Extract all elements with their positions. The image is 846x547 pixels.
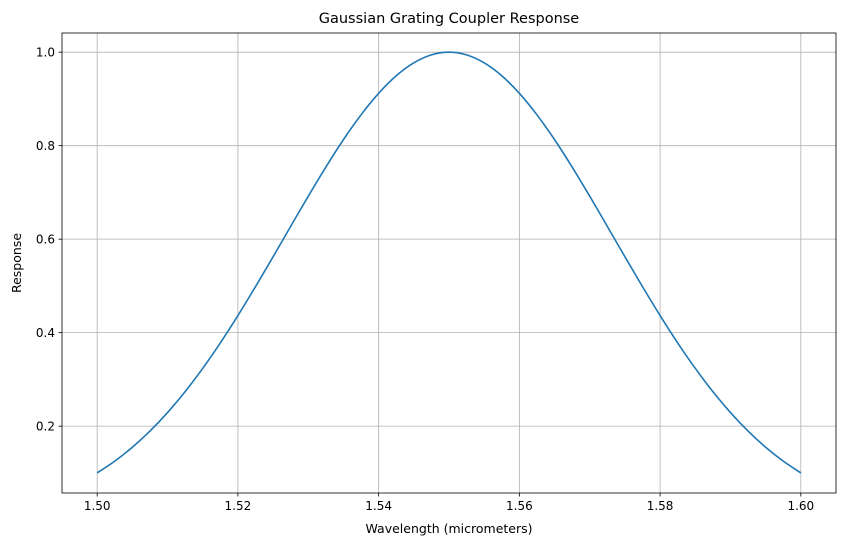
x-axis-label: Wavelength (micrometers): [365, 521, 532, 536]
y-tick-label: 0.6: [36, 233, 55, 247]
x-tick-label: 1.50: [84, 499, 111, 513]
y-axis: 0.2 0.4 0.6 0.8 1.0: [36, 46, 62, 434]
x-tick-label: 1.52: [225, 499, 252, 513]
series-line: [96, 51, 802, 474]
chart-title: Gaussian Grating Coupler Response: [319, 11, 580, 27]
y-axis-label: Response: [9, 233, 24, 293]
y-tick-label: 0.8: [36, 139, 55, 153]
y-tick-label: 0.4: [36, 326, 55, 340]
y-tick-label: 0.2: [36, 420, 55, 434]
x-tick-label: 1.56: [506, 499, 533, 513]
x-tick-label: 1.60: [787, 499, 814, 513]
x-axis: 1.50 1.52 1.54 1.56 1.58 1.60: [84, 493, 814, 513]
plot-frame: [61, 32, 837, 494]
x-tick-label: 1.58: [647, 499, 674, 513]
grid: [62, 33, 836, 493]
x-tick-label: 1.54: [365, 499, 392, 513]
y-tick-label: 1.0: [36, 46, 55, 60]
